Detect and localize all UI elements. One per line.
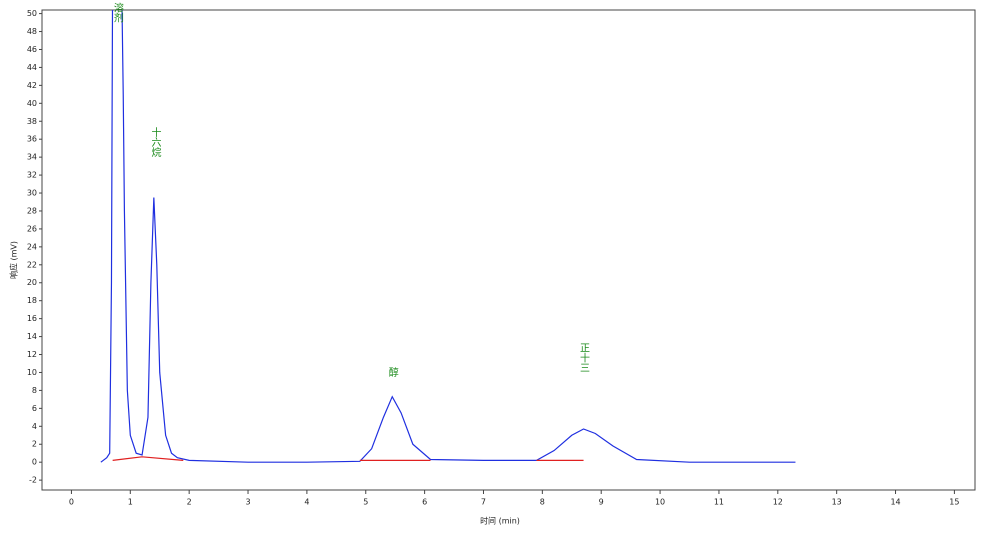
y-tick-label: 2 [32, 440, 37, 449]
y-tick-label: 4 [32, 422, 37, 431]
x-tick-label: 15 [949, 498, 959, 507]
x-tick-label: 11 [714, 498, 724, 507]
x-tick-label: 6 [422, 498, 427, 507]
y-tick-label: 0 [32, 458, 37, 467]
plot-frame [41, 9, 976, 491]
y-tick-label: 32 [27, 171, 37, 180]
y-tick-label: 26 [27, 224, 37, 233]
y-tick-label: 34 [27, 153, 37, 162]
x-tick-label: 7 [481, 498, 486, 507]
y-tick-label: 16 [27, 314, 37, 323]
peak-label: 正十三 [578, 342, 590, 372]
peak-label: 十六烷 [149, 126, 161, 158]
y-tick-label: 12 [27, 350, 37, 359]
y-tick-label: 10 [27, 368, 37, 377]
plot-area [100, 10, 796, 463]
y-axis-label: 响应 (mV) [9, 241, 19, 279]
x-tick-label: 3 [245, 498, 250, 507]
y-tick-label: 40 [27, 99, 37, 108]
x-tick-label: 1 [128, 498, 133, 507]
x-tick-label: 10 [655, 498, 665, 507]
y-tick-label: 36 [27, 135, 37, 144]
x-tick-label: 9 [599, 498, 604, 507]
y-tick-label: 24 [27, 242, 37, 251]
x-tick-label: 12 [773, 498, 783, 507]
y-tick-label: 44 [27, 63, 37, 72]
y-tick-label: -2 [29, 476, 37, 485]
y-tick-label: 18 [27, 296, 37, 305]
signal-line [112, 456, 584, 461]
peak-label: 溶剂 [111, 1, 123, 23]
y-tick-label: 50 [27, 9, 37, 18]
y-tick-label: 6 [32, 404, 37, 413]
y-tick-label: 42 [27, 81, 37, 90]
y-tick-label: 14 [27, 332, 37, 341]
x-axis-label: 时间 (min) [480, 516, 520, 526]
x-tick-label: 13 [832, 498, 842, 507]
y-tick-label: 28 [27, 206, 37, 215]
x-tick-label: 8 [540, 498, 545, 507]
y-tick-label: 20 [27, 278, 37, 287]
signal-line [100, 10, 796, 463]
x-tick-label: 14 [890, 498, 900, 507]
y-tick-label: 46 [27, 45, 37, 54]
y-tick-label: 8 [32, 386, 37, 395]
x-tick-label: 0 [69, 498, 74, 507]
y-tick-label: 22 [27, 260, 37, 269]
y-tick-label: 30 [27, 189, 37, 198]
x-tick-label: 4 [304, 498, 309, 507]
x-tick-label: 2 [187, 498, 192, 507]
peak-label: 醇 [386, 366, 398, 378]
y-tick-label: 38 [27, 117, 37, 126]
y-tick-label: 48 [27, 27, 37, 36]
x-tick-label: 5 [363, 498, 368, 507]
